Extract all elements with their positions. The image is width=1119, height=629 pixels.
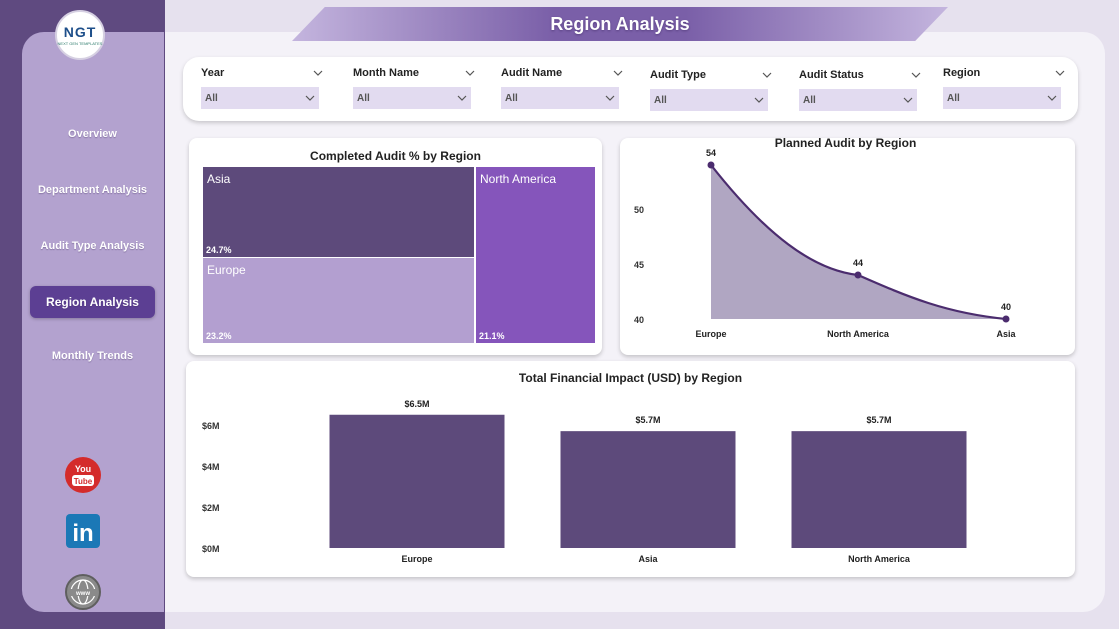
year-dropdown[interactable]: All <box>201 87 319 109</box>
filter-month-name: Month Name All <box>353 65 475 109</box>
data-point <box>707 161 715 169</box>
treemap-label: Europe <box>207 263 246 277</box>
sidebar-item-department-analysis[interactable]: Department Analysis <box>37 184 148 196</box>
bar <box>329 414 505 548</box>
y-tick-label: 40 <box>634 315 644 325</box>
sidebar-item-region-analysis[interactable]: Region Analysis <box>30 286 155 318</box>
chart-title: Planned Audit by Region <box>774 136 917 150</box>
sidebar-item-audit-type-analysis[interactable]: Audit Type Analysis <box>40 240 145 252</box>
globe-icon[interactable]: www <box>64 573 102 611</box>
audit-name-dropdown[interactable]: All <box>501 87 619 109</box>
treemap-label: North America <box>480 172 557 186</box>
y-tick-label: $4M <box>202 462 220 472</box>
y-tick-label: $0M <box>202 544 220 554</box>
data-label: $5.7M <box>635 415 660 425</box>
x-tick-label: North America <box>827 329 890 339</box>
filter-value: All <box>357 92 370 104</box>
filter-value: All <box>205 92 218 104</box>
data-label: $5.7M <box>866 415 891 425</box>
x-tick-label: Asia <box>638 554 658 564</box>
filter-value: All <box>505 92 518 104</box>
treemap-value: 24.7% <box>206 245 232 255</box>
treemap-label: Asia <box>207 172 231 186</box>
financial-impact-card: Total Financial Impact (USD) by Region $… <box>186 361 1075 577</box>
filter-audit-type: Audit Type All <box>650 67 772 111</box>
chevron-down-icon[interactable] <box>762 70 772 80</box>
financial-impact-chart: $6M $4M $2M $0M $6.5M Europe $5.7M Asia $5.7M Nor… <box>202 399 967 564</box>
filter-label: Audit Type <box>650 69 707 81</box>
globe-icon-text: www <box>75 591 90 597</box>
linkedin-icon[interactable]: in <box>64 512 102 550</box>
filter-label: Month Name <box>353 67 419 79</box>
sidebar-item-monthly-trends[interactable]: Monthly Trends <box>51 350 134 362</box>
chevron-down-icon <box>754 97 764 103</box>
region-dropdown[interactable]: All <box>943 87 1061 109</box>
audit-status-dropdown[interactable]: All <box>799 89 917 111</box>
x-tick-label: Europe <box>401 554 432 564</box>
chevron-down-icon <box>903 97 913 103</box>
youtube-icon[interactable]: You Tube <box>64 456 102 494</box>
month-name-dropdown[interactable]: All <box>353 87 471 109</box>
y-tick-label: $6M <box>202 421 220 431</box>
treemap-value: 21.1% <box>479 331 505 341</box>
filter-region: Region All <box>943 65 1065 109</box>
youtube-icon-text-top: You <box>75 464 91 474</box>
y-tick-label: 50 <box>634 205 644 215</box>
chevron-down-icon <box>457 95 467 101</box>
filter-audit-name: Audit Name All <box>501 65 623 109</box>
chevron-down-icon <box>605 95 615 101</box>
youtube-icon-text-bottom: Tube <box>74 477 93 486</box>
chevron-down-icon[interactable] <box>313 68 323 78</box>
filter-audit-status: Audit Status All <box>799 67 921 111</box>
chart-title: Total Financial Impact (USD) by Region <box>518 371 743 385</box>
treemap-tile-europe[interactable]: Europe 23.2% <box>203 258 474 343</box>
filter-year: Year All <box>201 65 323 109</box>
planned-audit-card: Planned Audit by Region 50 45 40 54 Europe 44… <box>620 136 1075 355</box>
linkedin-icon-text: in <box>72 520 93 547</box>
chevron-down-icon <box>305 95 315 101</box>
filter-value: All <box>654 94 667 106</box>
audit-type-dropdown[interactable]: All <box>650 89 768 111</box>
title-banner: Region Analysis <box>292 7 948 41</box>
data-label: 40 <box>1001 302 1011 312</box>
data-label: 54 <box>706 148 716 158</box>
filter-value: All <box>947 92 960 104</box>
sidebar-item-overview[interactable]: Overview <box>68 128 117 140</box>
bar <box>791 431 967 548</box>
filter-label: Year <box>201 67 225 79</box>
filter-bar: Year All Month Name All Audit Name All A… <box>183 57 1078 121</box>
treemap-value: 23.2% <box>206 331 232 341</box>
logo-text: NGT <box>63 24 97 40</box>
chevron-down-icon[interactable] <box>465 68 475 78</box>
data-point <box>854 271 862 279</box>
logo-subtext: NEXT GEN TEMPLATES <box>57 41 103 46</box>
x-tick-label: Europe <box>695 329 726 339</box>
filter-value: All <box>803 94 816 106</box>
x-tick-label: North America <box>848 554 911 564</box>
data-point <box>1002 315 1010 323</box>
completed-audit-card: Completed Audit % by Region Asia 24.7% E… <box>189 138 602 355</box>
chevron-down-icon[interactable] <box>911 70 921 80</box>
filter-label: Audit Name <box>501 67 563 79</box>
bar <box>560 431 736 548</box>
x-tick-label: Asia <box>996 329 1016 339</box>
area-fill <box>711 165 1006 319</box>
chevron-down-icon[interactable] <box>613 68 623 78</box>
filter-label: Region <box>943 67 981 79</box>
page-title: Region Analysis <box>550 13 690 34</box>
chevron-down-icon[interactable] <box>1055 68 1065 78</box>
y-tick-label: 45 <box>634 260 644 270</box>
chart-title: Completed Audit % by Region <box>310 149 481 163</box>
treemap-tile-asia[interactable]: Asia 24.7% <box>203 167 474 257</box>
treemap-tile-north-america[interactable]: North America 21.1% <box>476 167 595 343</box>
data-label: $6.5M <box>404 399 429 409</box>
filter-label: Audit Status <box>799 69 864 81</box>
chevron-down-icon <box>1047 95 1057 101</box>
data-label: 44 <box>853 258 863 268</box>
planned-audit-chart: 50 45 40 54 Europe 44 North America 40 Asia <box>634 148 1017 339</box>
logo: NGT NEXT GEN TEMPLATES <box>55 10 105 60</box>
y-tick-label: $2M <box>202 503 220 513</box>
